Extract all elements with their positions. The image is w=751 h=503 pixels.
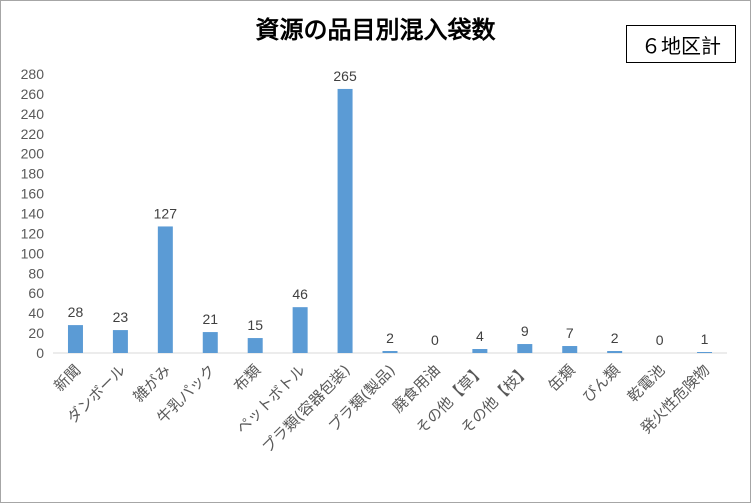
data-label: 2 [386, 330, 394, 346]
bar [697, 352, 713, 353]
data-label: 23 [113, 309, 129, 325]
data-labels: 28 23 127 21 15 46 265 2 0 4 9 7 2 0 1 [68, 68, 709, 348]
chart-title: 資源の品目別混入袋数 [255, 16, 496, 44]
category-label: 缶類 [545, 361, 579, 395]
y-tick-label: 100 [21, 245, 45, 261]
category-label: 新聞 [50, 361, 84, 395]
bar [202, 332, 218, 353]
bar [472, 349, 488, 353]
category-label: 布類 [230, 361, 264, 395]
bar [112, 330, 128, 353]
y-tick-label: 80 [28, 265, 44, 281]
y-tick-label: 0 [36, 345, 44, 361]
region-badge: ６地区計 [626, 25, 736, 63]
y-tick-label: 160 [21, 186, 45, 202]
y-tick-label: 140 [21, 206, 45, 222]
data-label: 15 [247, 317, 263, 333]
bars [67, 88, 713, 354]
data-label: 0 [431, 332, 439, 348]
y-tick-label: 120 [21, 225, 45, 241]
data-label: 4 [476, 328, 484, 344]
data-label: 46 [292, 286, 308, 302]
category-label: びん類 [579, 361, 624, 406]
y-tick-label: 60 [28, 285, 44, 301]
data-label: 28 [68, 304, 84, 320]
bar [382, 351, 398, 353]
y-tick-label: 180 [21, 166, 45, 182]
y-tick-label: 240 [21, 106, 45, 122]
y-tick-label: 20 [28, 325, 44, 341]
y-axis: 0 20 40 60 80 100 120 140 160 180 200 220 240 260 280 [21, 66, 45, 361]
data-label: 7 [566, 325, 574, 341]
y-tick-label: 280 [21, 66, 45, 82]
y-tick-label: 40 [28, 305, 44, 321]
data-label: 2 [611, 330, 619, 346]
data-label: 127 [154, 205, 178, 221]
bar [157, 226, 173, 353]
y-tick-label: 200 [21, 146, 45, 162]
bar [607, 351, 623, 353]
data-label: 9 [521, 323, 529, 339]
y-tick-label: 260 [21, 86, 45, 102]
bar [337, 88, 353, 354]
data-label: 21 [202, 311, 218, 327]
data-label: 1 [701, 331, 709, 347]
bar [292, 307, 308, 353]
bar [67, 325, 83, 353]
bar [247, 338, 263, 353]
y-tick-label: 220 [21, 126, 45, 142]
data-label: 265 [333, 68, 357, 84]
data-label: 0 [656, 332, 664, 348]
bar [517, 344, 533, 353]
bar [562, 346, 578, 353]
